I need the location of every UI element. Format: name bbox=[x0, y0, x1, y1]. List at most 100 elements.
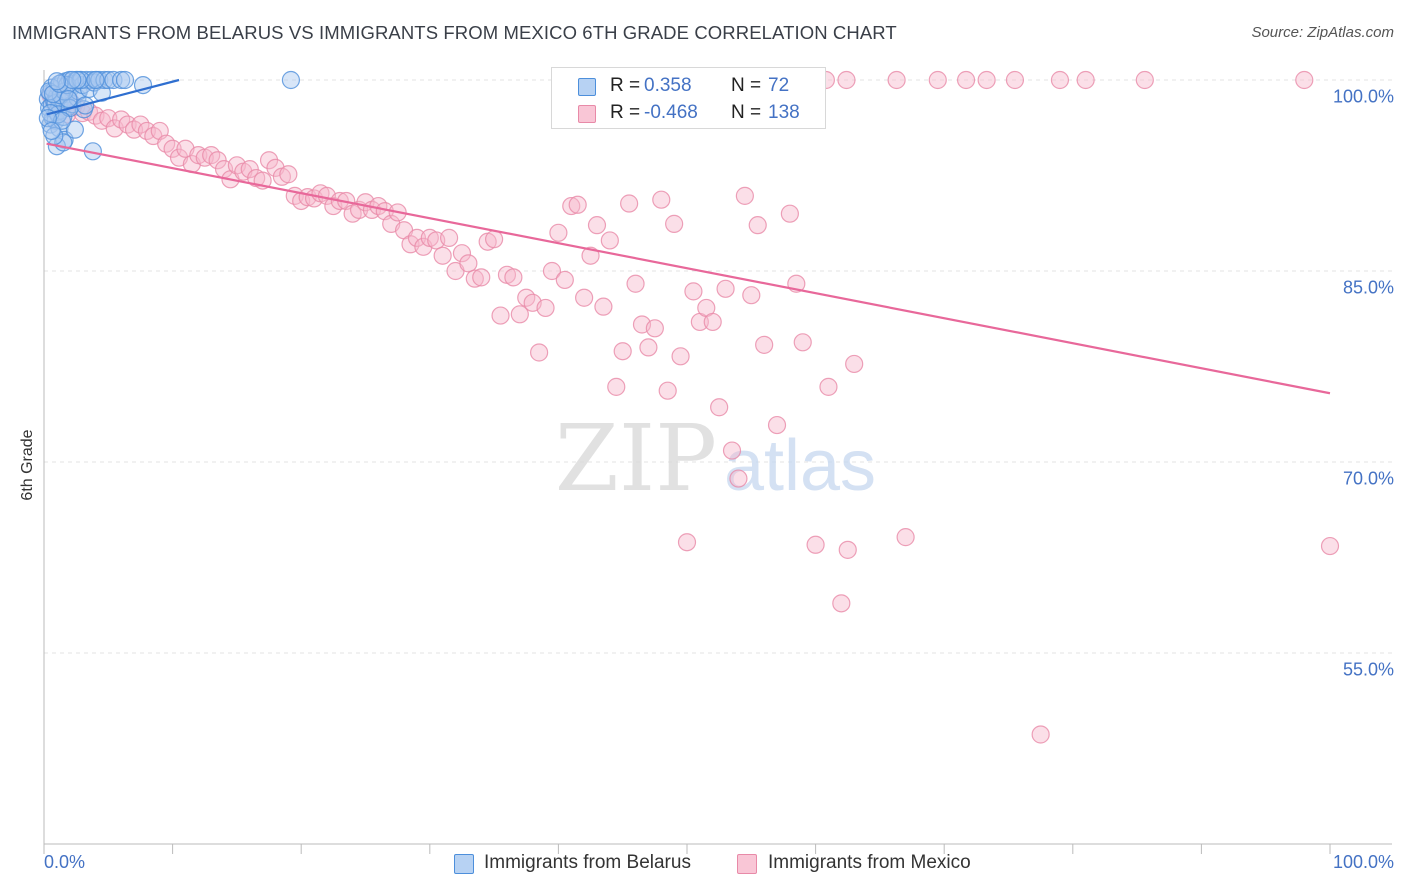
mexico-point bbox=[1005, 70, 1025, 90]
mexico-point bbox=[767, 415, 787, 435]
mexico-point bbox=[607, 377, 626, 396]
mexico-point bbox=[279, 165, 298, 184]
mexico-point bbox=[671, 347, 690, 366]
mexico-point bbox=[491, 306, 510, 325]
mexico-point bbox=[710, 398, 729, 417]
mexico-point bbox=[465, 269, 484, 288]
source-label: Source: ZipAtlas.com bbox=[1251, 24, 1394, 41]
belarus-point bbox=[58, 75, 77, 95]
belarus-point bbox=[281, 70, 301, 90]
mexico-point bbox=[677, 533, 697, 552]
mexico-point bbox=[459, 254, 478, 273]
mexico-point bbox=[665, 214, 684, 233]
belarus-n-value: 72 bbox=[768, 75, 790, 96]
belarus-point bbox=[65, 120, 84, 139]
belarus-swatch bbox=[578, 78, 596, 96]
mexico-point bbox=[837, 70, 856, 90]
belarus-trendline bbox=[46, 78, 180, 116]
belarus-point bbox=[42, 121, 61, 141]
stats-legend: R = 0.358 N = 72 R = -0.468 N = 138 bbox=[551, 67, 826, 129]
belarus-points bbox=[38, 70, 301, 161]
mexico-point bbox=[1076, 70, 1095, 90]
legend-row-mexico: R = -0.468 N = 138 bbox=[552, 101, 825, 127]
belarus-r-value: 0.358 bbox=[644, 75, 692, 96]
mexico-point bbox=[555, 270, 574, 290]
mexico-point bbox=[472, 268, 491, 287]
legend-row-belarus: R = 0.358 N = 72 bbox=[552, 74, 825, 100]
mexico-point bbox=[819, 377, 838, 396]
mexico-point bbox=[587, 216, 607, 235]
belarus-legend-swatch bbox=[454, 854, 474, 874]
mexico-legend-swatch bbox=[737, 854, 757, 874]
mexico-point bbox=[485, 230, 504, 249]
mexico-point bbox=[755, 335, 774, 354]
mexico-point bbox=[439, 228, 459, 247]
mexico-point bbox=[956, 70, 976, 90]
belarus-point bbox=[59, 89, 78, 109]
mexico-n-label: N = bbox=[731, 102, 762, 123]
chart-title: IMMIGRANTS FROM BELARUS VS IMMIGRANTS FR… bbox=[12, 22, 897, 43]
mexico-point bbox=[780, 204, 799, 223]
mexico-point bbox=[703, 312, 722, 332]
x-tick-label-max: 100.0% bbox=[1332, 852, 1394, 872]
mexico-point bbox=[433, 246, 452, 265]
watermark-atlas: atlas bbox=[724, 426, 876, 506]
mexico-point bbox=[928, 70, 947, 90]
mexico-point bbox=[163, 139, 182, 158]
mexico-trendline bbox=[46, 142, 1331, 395]
mexico-point bbox=[620, 194, 639, 213]
mexico-point bbox=[581, 246, 600, 265]
mexico-point bbox=[845, 354, 864, 374]
watermark-zip: ZIP bbox=[555, 405, 717, 512]
mexico-point bbox=[735, 186, 754, 205]
mexico-point bbox=[1031, 725, 1050, 744]
mexico-point bbox=[407, 228, 427, 247]
mexico-point bbox=[594, 297, 613, 316]
belarus-n-label: N = bbox=[731, 75, 762, 96]
belarus-point bbox=[68, 70, 87, 90]
mexico-point bbox=[793, 333, 812, 352]
mexico-point bbox=[887, 70, 906, 90]
mexico-point bbox=[549, 223, 568, 242]
mexico-point bbox=[838, 540, 857, 559]
mexico-point bbox=[240, 160, 259, 179]
mexico-point bbox=[716, 279, 735, 298]
mexico-point bbox=[896, 528, 915, 547]
mexico-point bbox=[530, 343, 549, 362]
mexico-point bbox=[452, 244, 472, 263]
mexico-point bbox=[208, 151, 227, 170]
mexico-point bbox=[645, 319, 664, 338]
mexico-point bbox=[510, 305, 529, 324]
belarus-point bbox=[63, 70, 82, 90]
x-tick-label-min: 0.0% bbox=[44, 852, 86, 872]
mexico-point bbox=[977, 70, 996, 90]
mexico-point bbox=[729, 469, 748, 488]
mexico-point bbox=[806, 535, 825, 554]
mexico-point bbox=[536, 298, 555, 318]
mexico-point bbox=[748, 216, 767, 235]
mexico-r-value: -0.468 bbox=[644, 102, 698, 123]
belarus-legend-label: Immigrants from Belarus bbox=[484, 852, 691, 873]
mexico-point bbox=[562, 196, 581, 216]
mexico-legend-label: Immigrants from Mexico bbox=[768, 852, 971, 873]
series-legend: Immigrants from Belarus Immigrants from … bbox=[0, 852, 1406, 878]
mexico-point bbox=[626, 274, 645, 293]
y-tick-label: 85.0% bbox=[1342, 277, 1394, 298]
mexico-point bbox=[1320, 536, 1340, 556]
mexico-point bbox=[575, 288, 594, 307]
mexico-point bbox=[1295, 70, 1314, 90]
belarus-point bbox=[86, 70, 105, 90]
mexico-swatch bbox=[578, 105, 596, 123]
mexico-point bbox=[542, 261, 562, 281]
mexico-r-label: R = bbox=[610, 102, 641, 123]
belarus-r-label: R = bbox=[610, 75, 641, 96]
mexico-point bbox=[568, 195, 587, 214]
mexico-n-value: 138 bbox=[768, 102, 800, 123]
y-axis-label: 6th Grade bbox=[19, 429, 36, 501]
mexico-point bbox=[652, 190, 671, 209]
y-tick-label: 100.0% bbox=[1332, 86, 1394, 107]
mexico-point bbox=[1050, 70, 1070, 90]
mexico-point bbox=[639, 338, 658, 357]
mexico-point bbox=[504, 268, 523, 287]
mexico-point bbox=[658, 381, 677, 400]
